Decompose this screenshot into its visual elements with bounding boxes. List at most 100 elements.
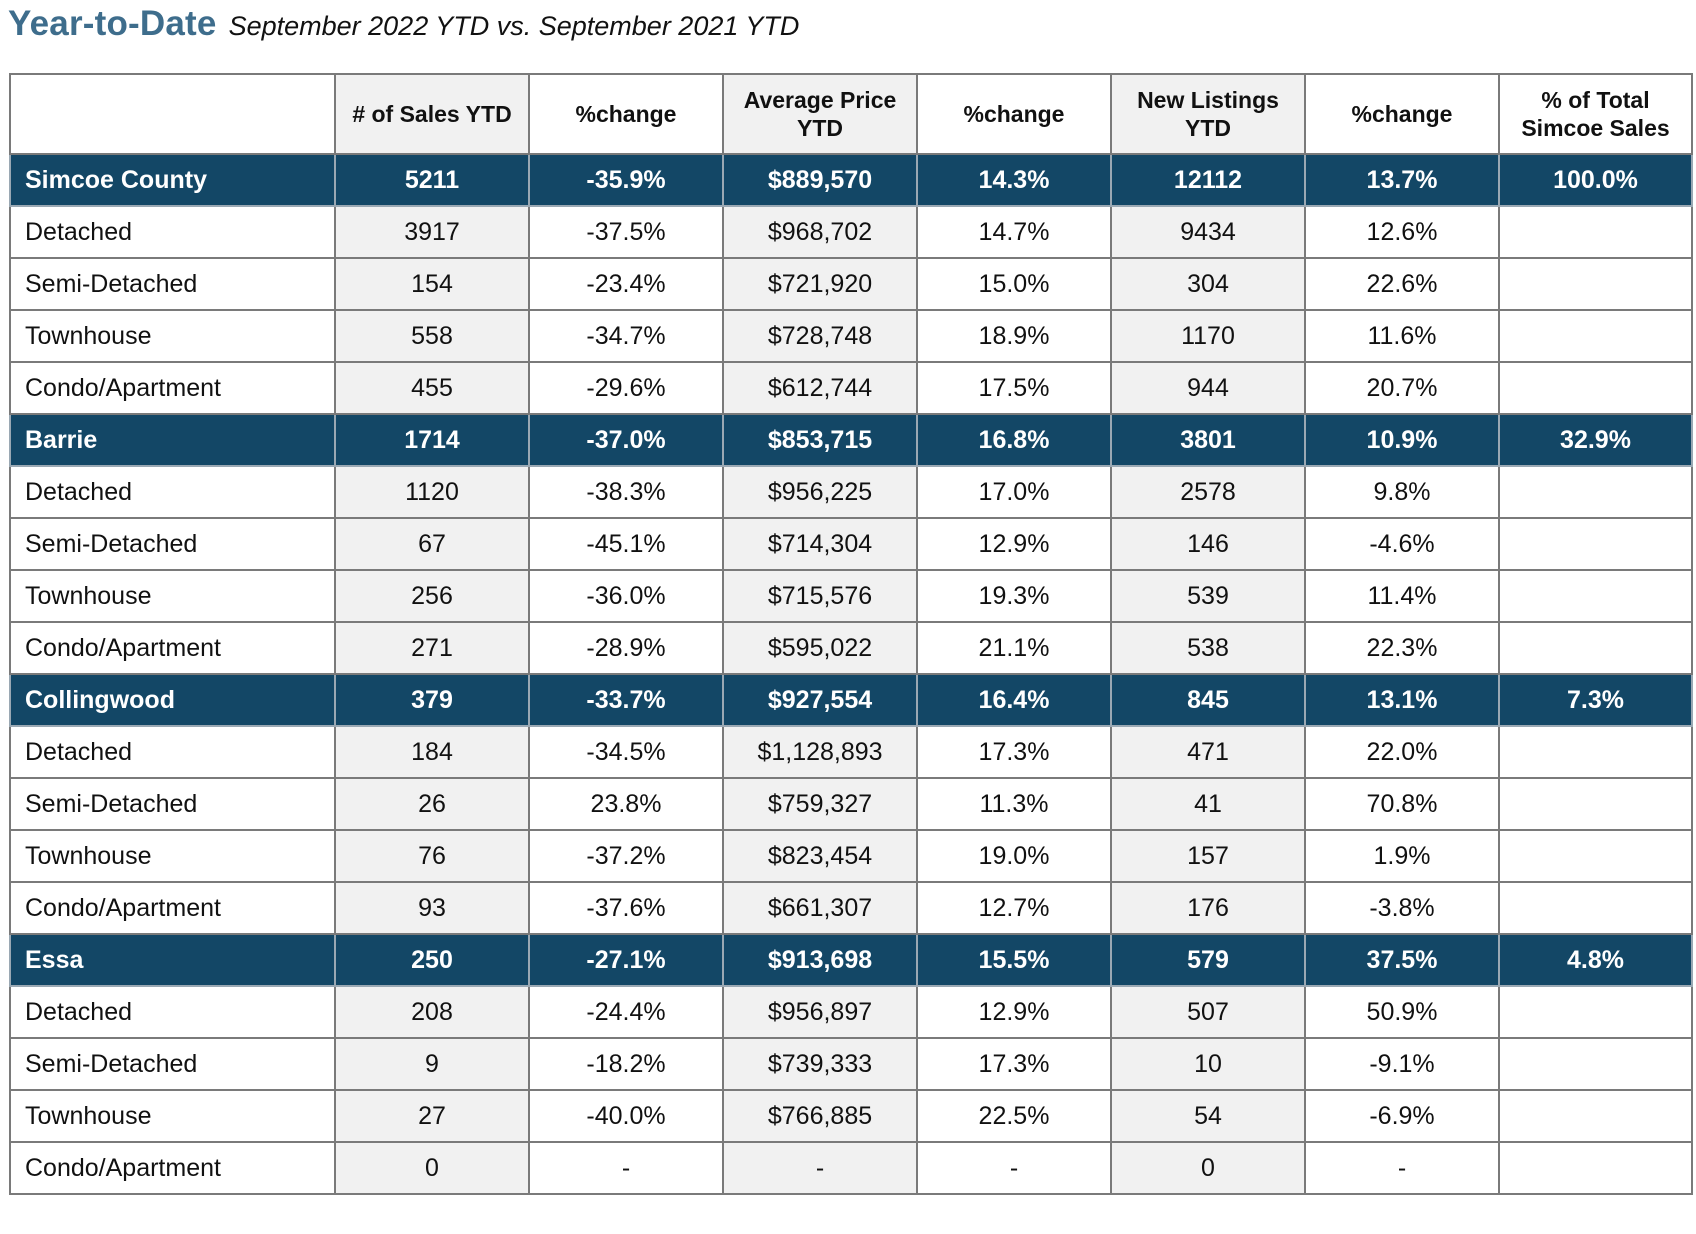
page-title: Year-to-Date [8,4,217,43]
table-header-row: # of Sales YTD %change Average Price YTD… [9,73,1693,155]
table-row: Condo/Apartment 271 -28.9% $595,022 21.1% 538… [9,621,1693,675]
row-label: Semi-Detached [9,1037,336,1091]
row-label: Townhouse [9,829,336,883]
sales-change-cell: -33.7% [528,673,724,727]
sales-change-cell: -37.0% [528,413,724,467]
share-of-total-cell [1498,985,1693,1039]
share-of-total-cell [1498,361,1693,415]
average-price-cell: $715,576 [722,569,918,623]
row-label: Barrie [9,413,336,467]
share-of-total-cell [1498,517,1693,571]
sales-cell: 76 [334,829,530,883]
price-change-cell: 12.9% [916,517,1112,571]
share-of-total-cell [1498,465,1693,519]
average-price-cell: $759,327 [722,777,918,831]
average-price-cell: $721,920 [722,257,918,311]
average-price-cell: $889,570 [722,153,918,207]
new-listings-cell: 176 [1110,881,1306,935]
new-listings-cell: 54 [1110,1089,1306,1143]
new-listings-cell: 41 [1110,777,1306,831]
listings-change-cell: 11.6% [1304,309,1500,363]
column-header-listings-change: %change [1304,73,1500,155]
average-price-cell: $728,748 [722,309,918,363]
new-listings-cell: 944 [1110,361,1306,415]
row-label: Collingwood [9,673,336,727]
table-header: # of Sales YTD %change Average Price YTD… [9,73,1693,155]
price-change-cell: 15.5% [916,933,1112,987]
share-of-total-cell [1498,309,1693,363]
listings-change-cell: 20.7% [1304,361,1500,415]
price-change-cell: 19.0% [916,829,1112,883]
sales-change-cell: -28.9% [528,621,724,675]
region-row: Simcoe County 5211 -35.9% $889,570 14.3% 1211… [9,153,1693,207]
sales-cell: 250 [334,933,530,987]
new-listings-cell: 579 [1110,933,1306,987]
price-change-cell: 17.5% [916,361,1112,415]
sales-change-cell: -38.3% [528,465,724,519]
sales-change-cell: -23.4% [528,257,724,311]
page-subtitle: September 2022 YTD vs. September 2021 YT… [228,11,800,41]
sales-change-cell: -29.6% [528,361,724,415]
listings-change-cell: 9.8% [1304,465,1500,519]
table-row: Condo/Apartment 0- - -0- [9,1141,1693,1195]
share-of-total-cell [1498,1037,1693,1091]
table-row: Condo/Apartment 455 -29.6% $612,744 17.5% 944… [9,361,1693,415]
listings-change-cell: 1.9% [1304,829,1500,883]
price-change-cell: 17.3% [916,725,1112,779]
table-row: Semi-Detached 9 -18.2% $739,333 17.3% 10 -9.1% [9,1037,1693,1091]
table-row: Detached 184 -34.5% $1,128,893 17.3% 471 22.0% [9,725,1693,779]
share-of-total-cell: 100.0% [1498,153,1693,207]
sales-cell: 558 [334,309,530,363]
sales-cell: 27 [334,1089,530,1143]
column-header-sales: # of Sales YTD [334,73,530,155]
listings-change-cell: 11.4% [1304,569,1500,623]
average-price-cell: $968,702 [722,205,918,259]
average-price-cell: $595,022 [722,621,918,675]
row-label: Condo/Apartment [9,1141,336,1195]
sales-change-cell: -24.4% [528,985,724,1039]
column-header-price-change: %change [916,73,1112,155]
table-row: Detached 3917 -37.5% $968,702 14.7% 9434 12.6% [9,205,1693,259]
sales-cell: 455 [334,361,530,415]
table-row: Townhouse 256 -36.0% $715,576 19.3% 539 11.4% [9,569,1693,623]
price-change-cell: 17.3% [916,1037,1112,1091]
average-price-cell: $714,304 [722,517,918,571]
price-change-cell: 11.3% [916,777,1112,831]
row-label: Semi-Detached [9,777,336,831]
sales-change-cell: -18.2% [528,1037,724,1091]
row-label: Condo/Apartment [9,881,336,935]
share-of-total-cell [1498,621,1693,675]
sales-change-cell: -37.6% [528,881,724,935]
price-change-cell: 16.8% [916,413,1112,467]
listings-change-cell: 37.5% [1304,933,1500,987]
listings-change-cell: 22.3% [1304,621,1500,675]
column-header-share-of-total: % of Total Simcoe Sales [1498,73,1693,155]
sales-cell: 256 [334,569,530,623]
price-change-cell: 17.0% [916,465,1112,519]
table-row: Condo/Apartment 93 -37.6% $661,307 12.7% 176-… [9,881,1693,935]
table-row: Townhouse 558 -34.7% $728,748 18.9% 1170 11.6% [9,309,1693,363]
sales-change-cell: -34.5% [528,725,724,779]
new-listings-cell: 539 [1110,569,1306,623]
share-of-total-cell [1498,569,1693,623]
table-row: Detached 208 -24.4% $956,897 12.9% 507 50.9% [9,985,1693,1039]
average-price-cell: $823,454 [722,829,918,883]
price-change-cell: 19.3% [916,569,1112,623]
listings-change-cell: 50.9% [1304,985,1500,1039]
listings-change-cell: -9.1% [1304,1037,1500,1091]
region-row: Collingwood 379 -33.7% $927,554 16.4% 845 13.1… [9,673,1693,727]
share-of-total-cell: 4.8% [1498,933,1693,987]
new-listings-cell: 12112 [1110,153,1306,207]
listings-change-cell: -4.6% [1304,517,1500,571]
average-price-cell: $913,698 [722,933,918,987]
ytd-sales-table: # of Sales YTD %change Average Price YTD… [9,73,1693,1195]
region-row: Barrie 1714 -37.0% $853,715 16.8% 3801 10.9% 32… [9,413,1693,467]
new-listings-cell: 10 [1110,1037,1306,1091]
column-header-area [9,73,336,155]
share-of-total-cell [1498,881,1693,935]
sales-cell: 93 [334,881,530,935]
share-of-total-cell [1498,1089,1693,1143]
region-row: Essa 250 -27.1% $913,698 15.5% 579 37.5% 4.8% [9,933,1693,987]
average-price-cell: $853,715 [722,413,918,467]
listings-change-cell: 12.6% [1304,205,1500,259]
